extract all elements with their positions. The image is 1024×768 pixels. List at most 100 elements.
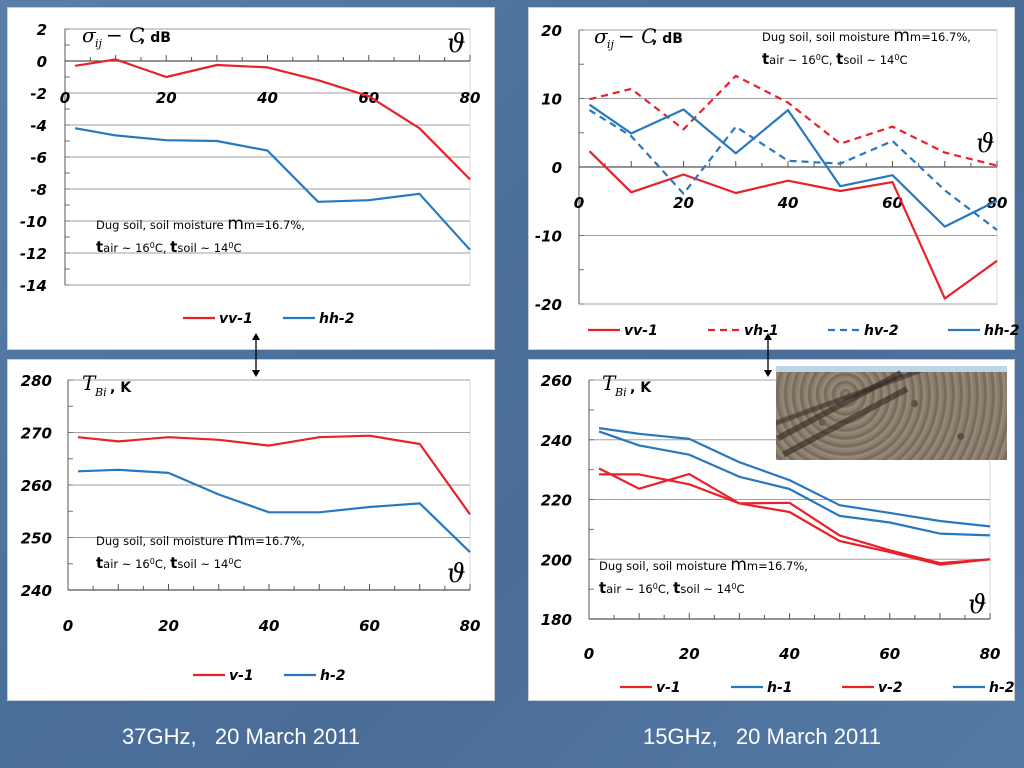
series-line-v-2 bbox=[598, 467, 991, 565]
t-subscript: Bi bbox=[614, 386, 627, 399]
minus-c: − C bbox=[618, 24, 656, 48]
legend-label: h-2 bbox=[320, 668, 346, 684]
y-tick-label: -10 bbox=[535, 228, 562, 246]
y-tick-label: -2 bbox=[30, 85, 47, 103]
y-tick-label: 260 bbox=[21, 477, 52, 495]
y-tick-label: 240 bbox=[21, 582, 52, 600]
legend-item-vv-1: vv-1 bbox=[183, 311, 253, 327]
y-tick-label: 20 bbox=[541, 22, 562, 40]
legend-item-v-1: v-1 bbox=[193, 668, 254, 684]
legend-label: hv-2 bbox=[864, 323, 899, 339]
y-axis-title: T Bi, K bbox=[602, 371, 652, 399]
conditions-note: Dug soil, soil moisture mm=16.7%, tair ~ … bbox=[762, 26, 971, 68]
y-tick-label: 200 bbox=[541, 551, 572, 569]
series-line-h-2 bbox=[598, 430, 991, 537]
sigma-symbol: σ bbox=[82, 23, 97, 47]
y-tick-label: 0 bbox=[37, 53, 47, 71]
series-line-v-1 bbox=[77, 434, 471, 516]
sigma-subscript: ij bbox=[607, 38, 615, 51]
sigma-subscript: ij bbox=[95, 37, 103, 50]
chart-panel-15ghz-backscatter bbox=[528, 7, 1015, 350]
y-tick-label: 2 bbox=[37, 21, 47, 39]
y-axis-title: σ ij − C, dB bbox=[594, 24, 683, 51]
y-tick-label: -20 bbox=[535, 296, 562, 314]
caption-15ghz: 15GHz, 20 March 2011 bbox=[643, 724, 882, 749]
y-tick-label: -10 bbox=[20, 213, 47, 231]
legend-label: vh-1 bbox=[744, 323, 779, 339]
x-tick-label: 20 bbox=[158, 617, 179, 635]
x-tick-label: 20 bbox=[156, 89, 177, 107]
theta-axis-symbol: ϑ bbox=[976, 129, 995, 159]
soil-photo bbox=[776, 366, 1007, 460]
y-tick-label: 280 bbox=[21, 372, 52, 390]
legend-item-vh-1: vh-1 bbox=[708, 323, 779, 339]
legend-item-v-2: v-2 bbox=[842, 680, 903, 696]
series-line-vv-1 bbox=[74, 58, 471, 181]
note-line-2: tair ~ 160C, tsoil ~ 140C bbox=[599, 579, 744, 597]
legend-item-hh-2: hh-2 bbox=[948, 323, 1020, 339]
legend-label: hh-2 bbox=[984, 323, 1020, 339]
y-tick-label: 270 bbox=[21, 425, 52, 443]
y-tick-label: 240 bbox=[541, 432, 572, 450]
chart-panel-37ghz-brightness bbox=[7, 359, 495, 701]
legend-item-v-1: v-1 bbox=[620, 680, 681, 696]
x-tick-label: 80 bbox=[987, 194, 1008, 212]
conditions-note: Dug soil, soil moisture mm=16.7%, tair ~ … bbox=[599, 555, 808, 597]
note-line-1: Dug soil, soil moisture mm=16.7%, bbox=[96, 214, 305, 234]
series-line-hv-2 bbox=[588, 109, 998, 231]
chart-tr: 20 10 0 -10 -20 0 20 40 60 80 vv-1 vh-1 hv-2 hh-2 σ ij … bbox=[535, 22, 1020, 339]
y-axis-title: T Bi, K bbox=[82, 371, 132, 399]
t-subscript: Bi bbox=[94, 386, 107, 399]
note-line-2: tair ~ 160C, tsoil ~ 140C bbox=[96, 238, 241, 256]
photo-sky-strip bbox=[776, 366, 1007, 372]
x-tick-label: 20 bbox=[673, 194, 694, 212]
legend-item-vv-1: vv-1 bbox=[588, 323, 658, 339]
photo-shadow bbox=[776, 370, 903, 442]
theta-axis-symbol: ϑ bbox=[968, 590, 987, 620]
y-axis-title: σ ij − C, dB bbox=[82, 23, 171, 50]
legend-item-hh-2: hh-2 bbox=[283, 311, 355, 327]
x-tick-label: 20 bbox=[679, 645, 700, 663]
unit-db: , dB bbox=[140, 30, 171, 46]
y-tick-label: 180 bbox=[541, 611, 572, 629]
legend-label: vv-1 bbox=[219, 311, 253, 327]
x-tick-label: 60 bbox=[358, 89, 379, 107]
legend-label: hh-2 bbox=[319, 311, 355, 327]
y-tick-label: -4 bbox=[30, 117, 47, 135]
note-line-1: Dug soil, soil moisture mm=16.7%, bbox=[762, 26, 971, 46]
legend-label: h-1 bbox=[767, 680, 793, 696]
note-line-2: tair ~ 160C, tsoil ~ 140C bbox=[762, 50, 907, 68]
x-tick-label: 0 bbox=[60, 89, 70, 107]
theta-axis-symbol: ϑ bbox=[447, 29, 466, 59]
x-tick-label: 40 bbox=[778, 645, 800, 663]
legend-label: v-1 bbox=[656, 680, 681, 696]
series-line-vh-1 bbox=[589, 74, 998, 167]
y-tick-label: -8 bbox=[30, 181, 47, 199]
y-tick-label: -14 bbox=[20, 277, 47, 295]
x-tick-label: 60 bbox=[879, 645, 900, 663]
theta-axis-symbol: ϑ bbox=[447, 559, 466, 589]
caption-37ghz: 37GHz, 20 March 2011 bbox=[122, 724, 361, 749]
note-line-2: tair ~ 160C, tsoil ~ 140C bbox=[96, 554, 241, 572]
y-tick-label: 0 bbox=[552, 159, 562, 177]
sigma-symbol: σ bbox=[594, 24, 609, 48]
series-line-hh-2 bbox=[588, 103, 998, 228]
note-line-1: Dug soil, soil moisture mm=16.7%, bbox=[96, 530, 305, 550]
y-tick-label: 260 bbox=[541, 372, 572, 390]
legend-item-h-1: h-1 bbox=[731, 680, 793, 696]
y-tick-label: 220 bbox=[541, 492, 572, 510]
note-line-1: Dug soil, soil moisture mm=16.7%, bbox=[599, 555, 808, 575]
y-tick-label: -12 bbox=[20, 245, 47, 263]
series-line-h-1 bbox=[598, 427, 991, 528]
x-tick-label: 80 bbox=[460, 89, 481, 107]
x-tick-label: 60 bbox=[359, 617, 380, 635]
x-tick-label: 80 bbox=[980, 645, 1001, 663]
t-symbol: T bbox=[602, 371, 617, 395]
chart-br: 260 240 220 200 180 0 20 40 60 80 v-1 h-1 v-2 h-2 T Bi,… bbox=[541, 371, 1015, 696]
chart-bl: 280 270 260 250 240 0 20 40 60 80 v-1 h-2 T Bi, K ϑ Dug… bbox=[21, 371, 481, 684]
legend-label: h-2 bbox=[989, 680, 1015, 696]
x-tick-label: 60 bbox=[882, 194, 903, 212]
series-line-v-1 bbox=[599, 473, 991, 566]
minus-c: − C bbox=[106, 23, 144, 47]
